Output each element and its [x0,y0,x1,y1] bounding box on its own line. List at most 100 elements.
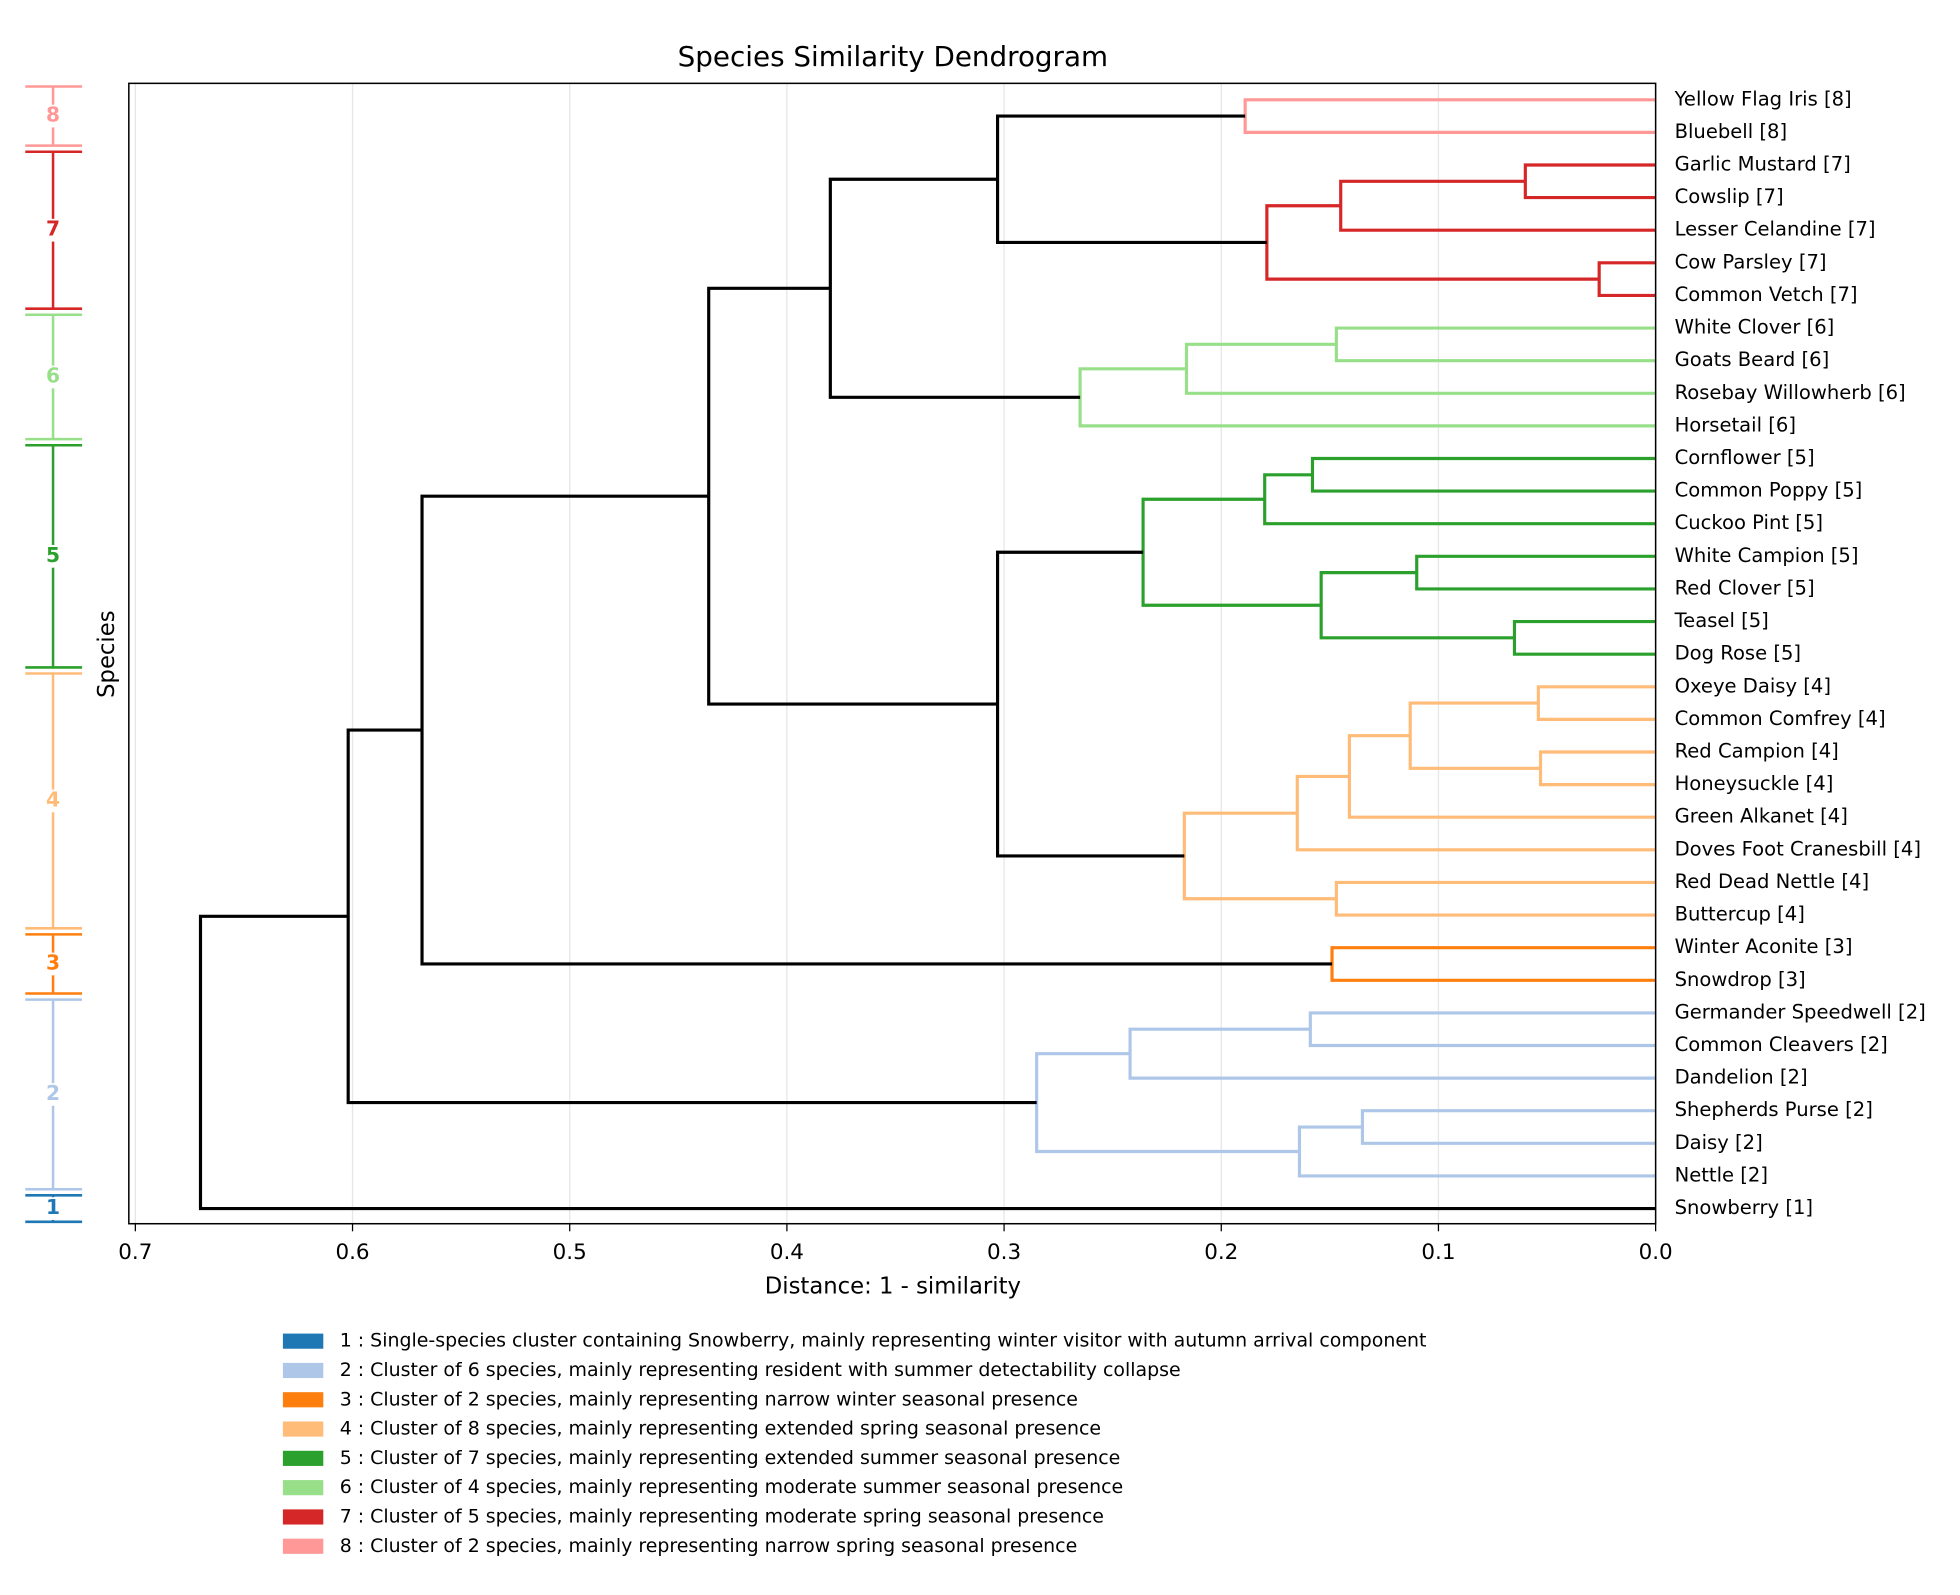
leaf-label: Rosebay Willowherb [6] [1675,381,1906,404]
dendrogram-link [1310,456,1656,493]
dendrogram-link [828,177,1081,399]
dendrogram-link [1597,261,1656,298]
leaf-label: Common Cleavers [2] [1675,1033,1888,1056]
legend-label: 8 : Cluster of 2 species, mainly represe… [340,1535,1078,1557]
cluster-label: 7 [46,217,60,241]
dendrogram-link [1415,554,1656,591]
leaf-label: Lesser Celandine [7] [1675,218,1876,241]
legend-swatch [282,1392,324,1408]
leaf-label: Red Clover [5] [1675,576,1815,599]
dendrogram-link [1339,179,1656,232]
dendrogram-link [1347,734,1656,819]
leaf-label: Cow Parsley [7] [1675,250,1827,273]
leaf-label: Snowdrop [3] [1675,968,1806,991]
legend-swatch [282,1480,324,1496]
dendrogram-link [1182,811,1337,901]
leaf-label: Green Alkanet [4] [1675,805,1848,828]
cluster-label-bg [42,218,64,242]
dendrogram-link [1360,1109,1656,1145]
leaf-label: Common Comfrey [4] [1675,707,1886,730]
cluster-label: 5 [46,543,60,567]
dendrogram-link [1035,1052,1300,1154]
leaf-label: Goats Beard [6] [1675,348,1830,371]
dendrogram-link [420,494,1333,966]
leaf-label: Red Campion [4] [1675,739,1839,762]
leaf-label: Oxeye Daisy [4] [1675,674,1831,697]
legend-label: 6 : Cluster of 4 species, mainly represe… [340,1476,1123,1498]
legend-label: 7 : Cluster of 5 species, mainly represe… [340,1505,1104,1527]
leaf-label: Cornflower [5] [1675,446,1815,469]
legend-swatch [282,1538,324,1554]
leaf-label: Winter Aconite [3] [1675,935,1853,958]
cluster-label-bg [42,1083,64,1106]
dendrogram-link [1334,326,1656,363]
dendrogram-link [1334,880,1656,917]
dendrogram-link [1295,774,1656,852]
plot-frame [128,82,1657,1225]
legend-label: 2 : Cluster of 6 species, mainly represe… [340,1359,1181,1381]
cluster-label: 1 [46,1195,60,1219]
cluster-label: 4 [46,787,60,811]
leaf-label: Common Vetch [7] [1675,283,1858,306]
dendrogram-link [995,550,1185,858]
dendrogram-link [1243,98,1656,134]
leaf-label: Buttercup [4] [1675,903,1805,926]
cluster-label-bg [42,789,64,813]
dendrogram-link [1297,1125,1656,1178]
dendrogram-link [1265,204,1600,281]
leaf-label: Garlic Mustard [7] [1675,152,1851,175]
dendrogram-link [1263,473,1656,526]
x-tick-label: 0.3 [987,1240,1021,1265]
x-tick-label: 0.7 [118,1240,152,1265]
leaf-label: Cowslip [7] [1675,185,1784,208]
leaf-label: Daisy [2] [1675,1131,1763,1154]
dendrogram-link [198,914,1656,1211]
x-axis-label: Distance: 1 - similarity [765,1273,1021,1299]
dendrogram-link [1128,1027,1656,1080]
dendrogram-link [1512,619,1656,656]
leaf-label: Snowberry [1] [1675,1196,1814,1219]
leaf-label: Doves Foot Cranesbill [4] [1675,837,1921,860]
cluster-label: 2 [46,1081,60,1105]
leaf-label: Nettle [2] [1675,1163,1768,1186]
leaf-label: Red Dead Nettle [4] [1675,870,1870,893]
legend-swatch [282,1450,324,1466]
cluster-label: 6 [46,363,60,387]
leaf-label: Honeysuckle [4] [1675,772,1834,795]
legend-label: 5 : Cluster of 7 species, mainly represe… [340,1447,1121,1469]
leaf-label: Dog Rose [5] [1675,642,1802,665]
leaf-label: Yellow Flag Iris [8] [1674,87,1852,110]
leaf-label: White Clover [6] [1675,316,1835,339]
legend-swatch [282,1421,324,1437]
legend-swatch [282,1362,324,1379]
cluster-label-bg [42,365,64,389]
dendrogram-link [1308,1011,1656,1048]
leaf-label: Bluebell [8] [1675,120,1788,143]
dendrogram-link [1523,163,1656,200]
y-axis-label: Species [94,610,120,697]
cluster-label: 3 [46,950,60,974]
legend-label: 4 : Cluster of 8 species, mainly represe… [340,1418,1101,1440]
chart-title: Species Similarity Dendrogram [678,40,1108,73]
dendrogram-link [995,114,1267,245]
leaf-label: Shepherds Purse [2] [1675,1098,1873,1121]
x-tick-label: 0.5 [553,1240,587,1265]
dendrogram-link [1408,701,1541,770]
cluster-label-bg [42,952,64,976]
dendrogram-link [1536,685,1656,721]
dendrogram-link [707,286,998,706]
dendrogram-link [346,728,1037,1105]
dendrogram-link [1078,367,1656,428]
x-tick-label: 0.2 [1204,1240,1238,1265]
leaf-label: Germander Speedwell [2] [1675,1000,1926,1023]
leaf-label: Dandelion [2] [1675,1066,1808,1089]
x-tick-label: 0.0 [1639,1240,1673,1265]
x-tick-label: 0.4 [770,1240,804,1265]
legend-swatch [282,1509,324,1525]
cluster-label: 8 [46,103,60,127]
dendrogram-link [1319,571,1515,640]
dendrogram-link [1184,342,1656,395]
leaf-label: Teasel [5] [1674,609,1769,632]
legend-swatch [282,1333,324,1349]
cluster-label-bg [42,544,64,568]
